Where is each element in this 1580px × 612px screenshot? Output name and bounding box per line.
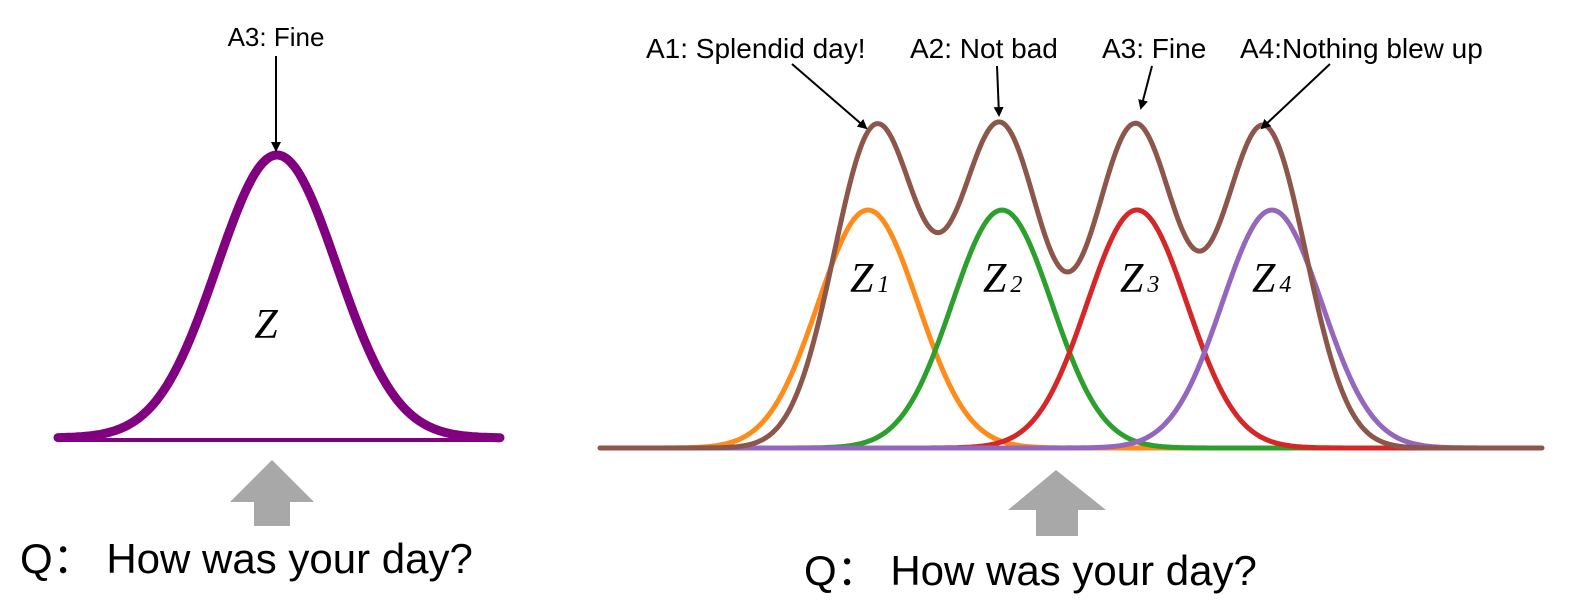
right-up-arrow-icon — [1008, 470, 1106, 536]
component-curve-z2 — [600, 207, 1542, 451]
answer-label-a1: A1: Splendid day! — [646, 33, 866, 64]
left-panel: A3: Fine Z Q： How was your day? — [20, 22, 505, 582]
answer-arrow-a3 — [1138, 65, 1153, 110]
left-latent-label: Z — [254, 302, 278, 348]
component-curve-z4 — [600, 207, 1542, 451]
right-question: Q： How was your day? — [804, 547, 1257, 594]
answer-arrows — [791, 63, 1331, 130]
answer-label-a3: A3: Fine — [1102, 33, 1206, 64]
answer-labels: A1: Splendid day! A2: Not bad A3: Fine A… — [646, 33, 1483, 64]
left-answer-label: A3: Fine — [228, 22, 325, 52]
left-question: Q： How was your day? — [20, 535, 473, 582]
left-up-arrow-icon — [230, 460, 314, 526]
answer-arrow-a2 — [993, 65, 1004, 117]
mixture-curve — [597, 119, 1545, 451]
answer-label-a4: A4:Nothing blew up — [1240, 33, 1483, 64]
component-curve-z3 — [600, 207, 1542, 451]
answer-arrow-a4 — [1260, 63, 1331, 130]
right-panel: A1: Splendid day! A2: Not bad A3: Fine A… — [597, 33, 1545, 594]
component-curves — [600, 207, 1542, 451]
left-gaussian-curve — [53, 150, 505, 443]
answer-label-a2: A2: Not bad — [910, 33, 1058, 64]
component-curve-z1 — [600, 207, 1542, 451]
answer-arrow-a1 — [791, 63, 868, 130]
